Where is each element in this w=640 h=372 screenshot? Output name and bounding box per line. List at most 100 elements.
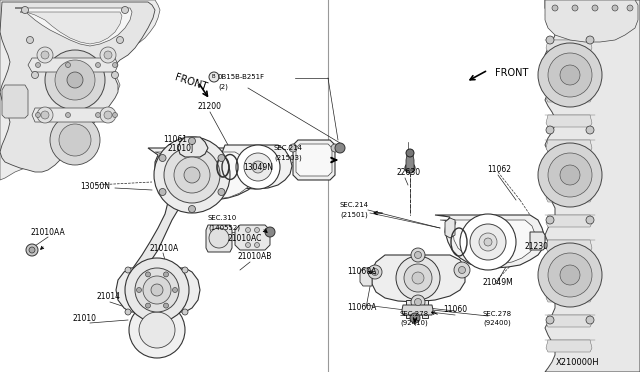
- Circle shape: [116, 36, 124, 44]
- Circle shape: [143, 276, 171, 304]
- Circle shape: [255, 228, 259, 232]
- Text: 21010AC: 21010AC: [228, 234, 262, 243]
- Circle shape: [41, 51, 49, 59]
- Circle shape: [404, 264, 432, 292]
- Polygon shape: [422, 300, 428, 318]
- Circle shape: [470, 224, 506, 260]
- Circle shape: [484, 238, 492, 246]
- Polygon shape: [206, 225, 232, 252]
- Text: 21014: 21014: [96, 292, 120, 301]
- Circle shape: [129, 302, 185, 358]
- Circle shape: [65, 62, 70, 67]
- Text: SEC.278: SEC.278: [483, 311, 512, 317]
- Polygon shape: [218, 145, 292, 189]
- Polygon shape: [546, 40, 592, 52]
- Text: 22630: 22630: [397, 168, 421, 177]
- Circle shape: [546, 36, 554, 44]
- Circle shape: [548, 53, 592, 97]
- Circle shape: [460, 214, 516, 270]
- Circle shape: [139, 312, 175, 348]
- Text: 11061: 11061: [163, 135, 187, 144]
- Circle shape: [415, 251, 422, 259]
- Circle shape: [405, 163, 415, 173]
- Circle shape: [45, 50, 105, 110]
- Text: B: B: [211, 74, 214, 79]
- Circle shape: [111, 71, 118, 78]
- Circle shape: [26, 244, 38, 256]
- Polygon shape: [155, 152, 255, 199]
- Circle shape: [265, 227, 275, 237]
- Text: 11060: 11060: [443, 305, 467, 314]
- Text: 21010J: 21010J: [168, 144, 195, 153]
- Polygon shape: [440, 220, 535, 264]
- Polygon shape: [360, 268, 372, 286]
- Text: 11060A: 11060A: [347, 267, 376, 276]
- Polygon shape: [445, 218, 455, 238]
- Circle shape: [572, 5, 578, 11]
- Circle shape: [252, 161, 264, 173]
- Circle shape: [586, 36, 594, 44]
- Polygon shape: [546, 165, 592, 177]
- Text: FRONT: FRONT: [495, 68, 529, 78]
- Circle shape: [538, 243, 602, 307]
- Text: 21200: 21200: [198, 102, 222, 111]
- Polygon shape: [435, 215, 545, 268]
- Circle shape: [411, 295, 425, 309]
- Circle shape: [113, 112, 118, 118]
- Circle shape: [246, 243, 250, 247]
- Circle shape: [125, 258, 189, 322]
- Text: (2): (2): [218, 83, 228, 90]
- Circle shape: [371, 269, 378, 276]
- Text: 21049M: 21049M: [483, 278, 514, 287]
- Circle shape: [95, 62, 100, 67]
- Text: (140552): (140552): [208, 224, 240, 231]
- Polygon shape: [546, 115, 592, 127]
- Text: 11062: 11062: [487, 165, 511, 174]
- Circle shape: [560, 265, 580, 285]
- Circle shape: [151, 284, 163, 296]
- Circle shape: [67, 72, 83, 88]
- Circle shape: [546, 316, 554, 324]
- Circle shape: [612, 5, 618, 11]
- Circle shape: [145, 303, 150, 308]
- Circle shape: [218, 154, 225, 161]
- Circle shape: [560, 165, 580, 185]
- Circle shape: [289, 144, 297, 152]
- Circle shape: [406, 149, 414, 157]
- Circle shape: [174, 157, 210, 193]
- Circle shape: [122, 6, 129, 13]
- Circle shape: [182, 309, 188, 315]
- Text: (21503): (21503): [274, 154, 301, 160]
- Circle shape: [113, 62, 118, 67]
- Polygon shape: [2, 85, 28, 118]
- Polygon shape: [546, 90, 592, 102]
- Circle shape: [236, 145, 280, 189]
- Circle shape: [173, 288, 177, 292]
- Text: (92400): (92400): [483, 320, 511, 327]
- Circle shape: [479, 233, 497, 251]
- Circle shape: [159, 189, 166, 196]
- Circle shape: [41, 111, 49, 119]
- Circle shape: [35, 62, 40, 67]
- Polygon shape: [546, 240, 592, 252]
- Polygon shape: [545, 0, 640, 372]
- Circle shape: [396, 256, 440, 300]
- Polygon shape: [0, 2, 155, 172]
- Polygon shape: [178, 137, 208, 157]
- Polygon shape: [32, 108, 115, 122]
- Polygon shape: [545, 0, 638, 42]
- Circle shape: [410, 313, 420, 323]
- Circle shape: [100, 47, 116, 63]
- Circle shape: [218, 189, 225, 196]
- Text: 11060A: 11060A: [347, 303, 376, 312]
- Polygon shape: [116, 268, 200, 312]
- Text: (92410): (92410): [400, 320, 428, 327]
- Circle shape: [31, 71, 38, 78]
- Circle shape: [37, 107, 53, 123]
- Circle shape: [548, 253, 592, 297]
- Polygon shape: [402, 305, 433, 315]
- Circle shape: [159, 154, 166, 161]
- Text: (21501): (21501): [340, 211, 368, 218]
- Polygon shape: [546, 265, 592, 277]
- Text: 21010AB: 21010AB: [238, 252, 273, 261]
